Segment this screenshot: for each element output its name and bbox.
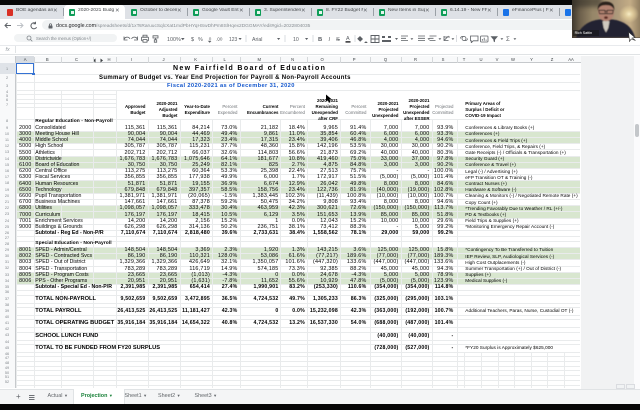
- svg-text:B: B: [318, 37, 322, 43]
- svg-text:10: 10: [293, 37, 299, 43]
- svg-text:100%: 100%: [167, 37, 181, 43]
- svg-text:%: %: [198, 37, 203, 43]
- svg-text:I: I: [329, 37, 331, 43]
- svg-text:123: 123: [229, 37, 238, 43]
- svg-text:S: S: [336, 37, 340, 43]
- svg-text:Σ: Σ: [506, 36, 510, 43]
- svg-text:A: A: [346, 36, 350, 42]
- svg-text:.00: .00: [216, 36, 223, 41]
- svg-text:Arial: Arial: [252, 37, 262, 43]
- svg-text:$: $: [191, 37, 195, 43]
- svg-text:.0: .0: [208, 36, 212, 41]
